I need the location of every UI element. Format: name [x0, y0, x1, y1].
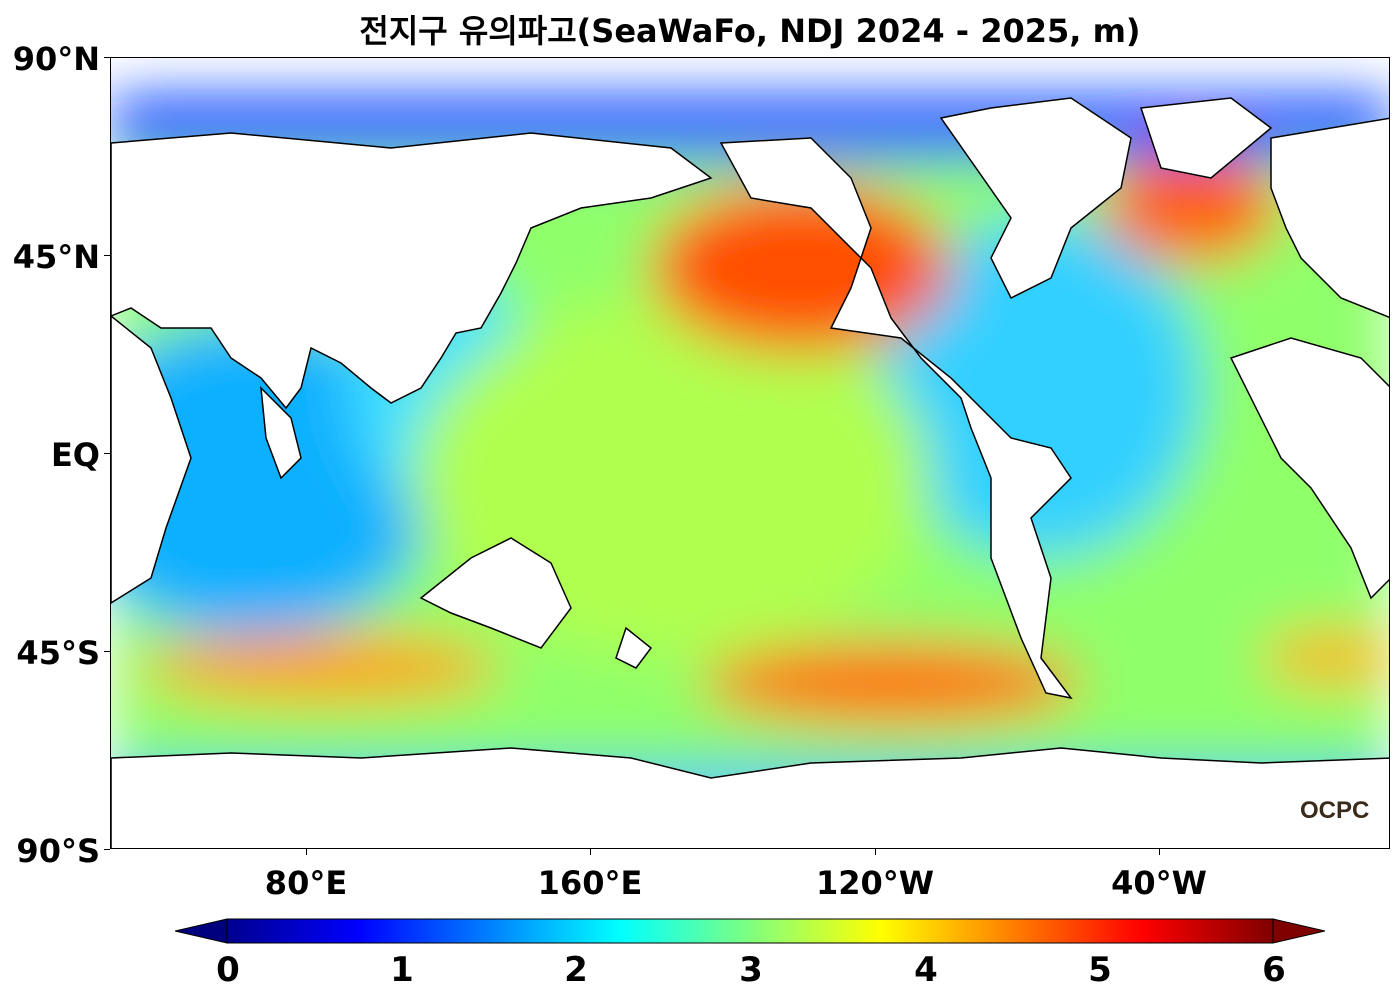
colorbar-tick-5: 5 — [1088, 950, 1112, 990]
colorbar — [175, 918, 1325, 944]
y-tick — [104, 57, 110, 58]
colorbar-tick-0: 0 — [216, 950, 240, 990]
colorbar-max-extension — [1272, 918, 1325, 944]
x-label-160e: 160°E — [537, 864, 643, 902]
colorbar-tick-6: 6 — [1262, 950, 1286, 990]
y-label-45n: 45°N — [12, 238, 100, 276]
colorbar-tick-2: 2 — [564, 950, 588, 990]
y-tick — [104, 255, 110, 256]
y-label-90n: 90°N — [12, 40, 100, 78]
y-tick — [104, 849, 110, 850]
map-title: 전지구 유의파고(SeaWaFo, NDJ 2024 - 2025, m) — [359, 12, 1141, 50]
colorbar-tick-4: 4 — [914, 950, 938, 990]
colorbar-tick-3: 3 — [739, 950, 763, 990]
colorbar-gradient — [226, 918, 1274, 944]
x-label-120w: 120°W — [815, 864, 935, 902]
y-label-90s: 90°S — [16, 832, 100, 870]
land-masses — [111, 97, 1389, 848]
x-tick — [590, 849, 591, 855]
x-label-40w: 40°W — [1111, 864, 1207, 902]
colorbar-tick-1: 1 — [390, 950, 414, 990]
x-tick — [306, 849, 307, 855]
ocpc-logo: OCPC — [1300, 797, 1370, 824]
y-label-45s: 45°S — [16, 634, 100, 672]
x-label-80e: 80°E — [264, 864, 348, 902]
colorbar-min-extension — [175, 918, 228, 944]
x-tick — [1159, 849, 1160, 855]
y-tick — [104, 453, 110, 454]
y-label-eq: EQ — [50, 436, 100, 474]
wave-height-map — [110, 57, 1390, 849]
y-tick — [104, 651, 110, 652]
map-canvas — [111, 97, 1389, 848]
x-tick — [875, 849, 876, 855]
